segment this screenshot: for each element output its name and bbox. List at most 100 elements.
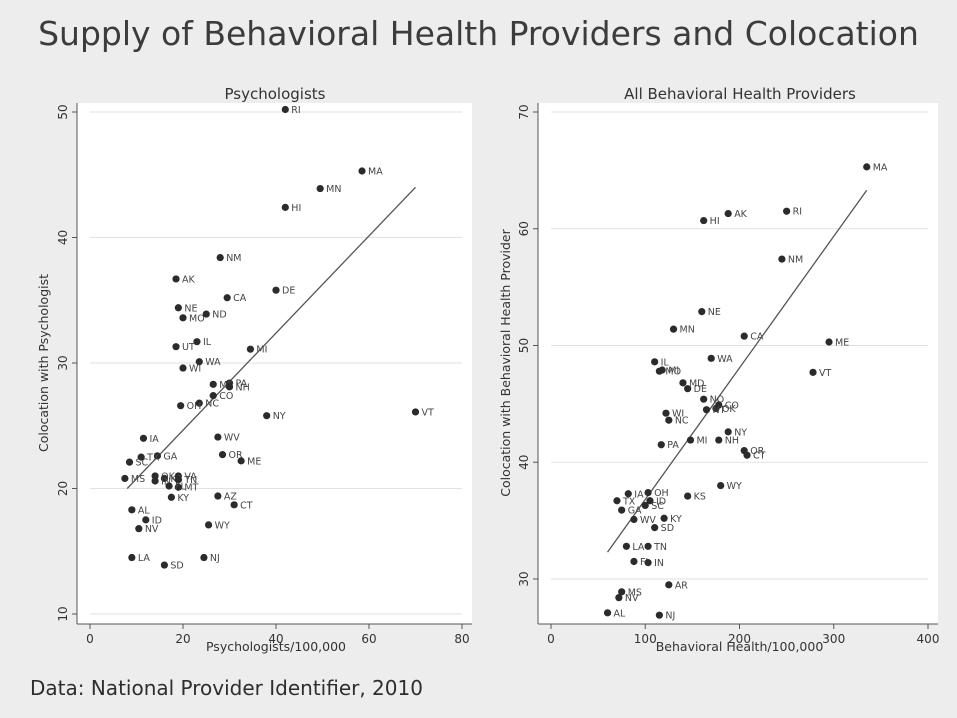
data-point-pa xyxy=(657,441,665,449)
data-point-nv xyxy=(135,525,143,533)
data-point-id xyxy=(142,516,150,524)
x-tick-label: 0 xyxy=(547,632,555,646)
x-tick-label: 300 xyxy=(822,632,845,646)
data-point-ca xyxy=(740,332,748,340)
point-label: OR xyxy=(750,446,764,457)
x-tick-label: 60 xyxy=(361,632,376,646)
data-point-ne xyxy=(698,308,706,316)
data-point-ri xyxy=(281,105,289,114)
data-point-sd xyxy=(651,524,659,532)
data-point-ga xyxy=(153,452,162,460)
point-label: SC xyxy=(136,458,149,469)
data-point-hi xyxy=(700,216,708,225)
point-label: AR xyxy=(675,580,688,591)
data-point-wa xyxy=(195,358,203,366)
point-label: WY xyxy=(727,481,742,492)
point-label: OH xyxy=(187,401,202,412)
point-label: TX xyxy=(146,453,160,464)
point-label: MO xyxy=(665,367,681,378)
data-point-fl xyxy=(165,482,173,490)
point-label: NY xyxy=(273,411,286,422)
data-point-tx xyxy=(137,453,145,461)
y-tick-label: 70 xyxy=(517,104,531,119)
point-label: MO xyxy=(189,313,205,324)
point-label: IN xyxy=(161,476,171,487)
point-label: WV xyxy=(224,433,240,444)
point-label: NH xyxy=(725,436,739,447)
data-point-nt xyxy=(702,406,711,414)
data-point-co xyxy=(209,392,217,400)
data-point-de xyxy=(684,385,692,393)
data-point-in xyxy=(644,559,652,567)
point-label: RI xyxy=(793,207,802,218)
point-label: ND xyxy=(212,310,226,321)
point-label: OH xyxy=(654,488,669,499)
data-point-mn xyxy=(316,184,324,193)
point-label: MD xyxy=(689,378,705,389)
point-label: KS xyxy=(694,492,706,503)
point-label: GA xyxy=(628,506,642,517)
x-tick-label: 40 xyxy=(268,632,283,646)
data-point-la xyxy=(622,542,631,550)
point-label: WI xyxy=(672,409,684,420)
point-label: IA xyxy=(149,434,159,445)
data-point-wv xyxy=(214,433,222,441)
data-point-ri xyxy=(783,207,791,215)
point-label: WY xyxy=(215,520,230,531)
data-point-mo xyxy=(179,314,187,322)
data-point-ct xyxy=(743,451,751,459)
point-label: AK xyxy=(734,209,747,220)
point-label: RI xyxy=(291,105,300,116)
point-label: HI xyxy=(710,216,720,227)
data-point-de xyxy=(272,286,280,294)
data-point-nc xyxy=(195,399,203,407)
point-label: MA xyxy=(368,166,383,177)
point-label: SD xyxy=(661,523,674,534)
data-point-ia xyxy=(139,434,148,442)
data-point-me xyxy=(237,457,245,465)
point-label: ID xyxy=(656,496,666,507)
data-point-in xyxy=(151,477,159,485)
point-label: NJ xyxy=(665,611,675,622)
data-point-ne xyxy=(174,304,182,312)
data-point-sd xyxy=(160,561,168,569)
data-point-il xyxy=(651,358,659,366)
y-axis-label: Colocation with Behavioral Health Provid… xyxy=(498,228,513,496)
data-point-ny xyxy=(724,428,732,436)
data-point-nd xyxy=(202,310,210,318)
point-label: CA xyxy=(233,293,247,304)
point-label: NC xyxy=(675,416,689,427)
point-label: VT xyxy=(422,407,434,418)
point-label: KY xyxy=(670,514,682,525)
point-label: HI xyxy=(291,203,301,214)
y-tick-label: 30 xyxy=(56,355,70,370)
data-point-nc xyxy=(665,416,673,424)
point-label: UT xyxy=(182,342,195,353)
data-point-ms xyxy=(618,588,626,596)
data-point-wy xyxy=(717,481,725,490)
data-point-ok xyxy=(712,404,720,413)
point-label: VA xyxy=(184,471,197,482)
data-point-me xyxy=(825,338,833,346)
data-point-me xyxy=(209,380,217,388)
data-point-ak xyxy=(172,275,180,283)
x-tick-label: 400 xyxy=(917,632,940,646)
y-tick-label: 40 xyxy=(517,455,531,470)
point-label: OR xyxy=(229,450,243,461)
data-point-tn xyxy=(644,542,652,550)
point-label: FL xyxy=(175,481,186,492)
point-label: AZ xyxy=(224,492,237,503)
data-point-nv xyxy=(615,594,623,602)
data-point-oh xyxy=(644,488,652,497)
point-label: CO xyxy=(219,391,233,402)
point-label: GA xyxy=(163,451,177,462)
data-source-note: Data: National Provider Identifier, 2010 xyxy=(30,676,423,700)
point-label: MS xyxy=(131,474,145,485)
data-point-ok xyxy=(151,472,159,480)
data-point-wa xyxy=(707,354,715,362)
point-label: TN xyxy=(183,475,197,486)
data-point-or xyxy=(218,451,227,459)
point-label: IN xyxy=(654,558,664,569)
x-tick-label: 0 xyxy=(86,632,94,646)
data-point-no xyxy=(700,395,708,403)
